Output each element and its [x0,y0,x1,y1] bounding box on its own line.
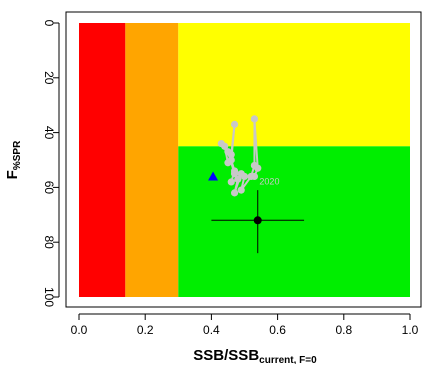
y-tick-label: 80 [42,236,56,250]
estimate-point [253,216,262,225]
y-axis-label: F%SPR [4,140,23,179]
trajectory-layer: 2020 [208,115,279,197]
x-tick-label: 0.2 [137,323,154,337]
estimate-layer [211,190,305,254]
trajectory-point [230,120,239,128]
trajectory-point [234,175,242,183]
y-tick-label: 40 [42,126,56,140]
x-axis-label: SSB/SSBcurrent, F=0 [193,347,317,364]
trajectory-point [237,186,245,194]
plot-frame [65,11,422,308]
zones-layer [79,23,410,297]
trajectory-point [221,142,229,150]
y-tick-label: 20 [42,71,56,85]
trajectory-point [250,172,259,181]
y-tick-label: 60 [42,181,56,195]
trajectory-point [230,167,239,175]
zone-0 [79,23,126,297]
endpoint-label: 2020 [259,176,279,186]
trajectory-point [227,150,235,159]
x-tick-label: 0.4 [203,323,220,337]
y-tick-label: 100 [42,287,56,307]
x-tick-label: 0.0 [71,323,88,337]
trajectory-point [240,172,249,181]
zone-3 [178,146,410,297]
trajectory-point [227,156,235,164]
first-point-triangle [208,171,219,181]
trajectory-point [227,178,235,186]
zone-1 [125,23,179,297]
x-tick-label: 0.6 [269,323,286,337]
zone-2 [178,23,410,147]
y-tick-label: 0 [42,20,56,27]
x-tick-label: 1.0 [402,323,419,337]
trajectory-point [254,164,262,172]
trajectory-point [230,189,239,197]
trajectory-point [250,115,259,123]
x-axis: 0.0 0.2 0.4 0.6 0.8 1.0 [71,313,419,337]
y-axis: 0 20 40 60 80 100 [42,20,60,307]
x-tick-label: 0.8 [335,323,352,337]
